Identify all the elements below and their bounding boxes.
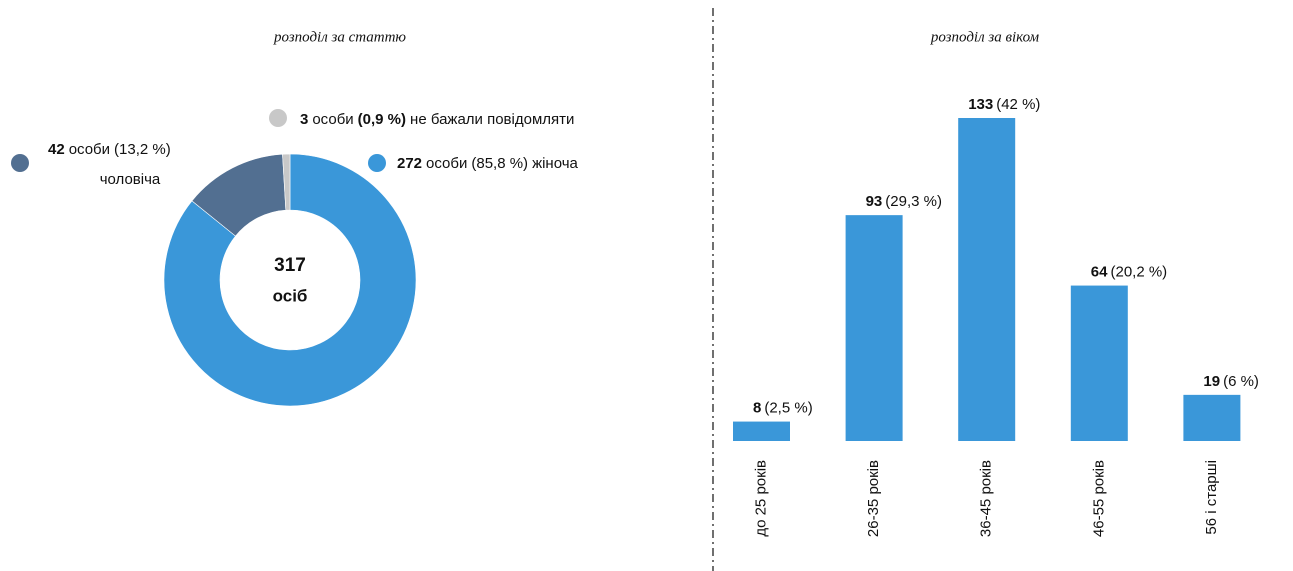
donut-slice bbox=[282, 153, 291, 211]
bar bbox=[1183, 394, 1241, 441]
legend-dot bbox=[368, 154, 386, 172]
legend-percent: (0,9 %) bbox=[358, 111, 406, 128]
bar-percent: (20,2 %) bbox=[1110, 264, 1167, 281]
legend-dot bbox=[269, 109, 287, 127]
bar bbox=[1070, 285, 1128, 441]
bar-label: 133 (42 %) bbox=[968, 96, 1040, 113]
bar-label: 8 (2,5 %) bbox=[753, 400, 813, 417]
x-tick-label: 36-45 років bbox=[978, 460, 995, 537]
x-tick-label: 46-55 років bbox=[1090, 460, 1107, 537]
legend-name: чоловіча bbox=[100, 171, 161, 188]
bar bbox=[733, 421, 790, 441]
bar-value: 133 bbox=[968, 96, 993, 113]
bar-percent: (2,5 %) bbox=[764, 400, 812, 417]
bar-value: 64 bbox=[1091, 264, 1108, 281]
chart-title: розподіл за статтю bbox=[273, 29, 406, 45]
bar bbox=[958, 118, 1016, 441]
x-tick-label: 26-35 років bbox=[865, 460, 882, 537]
donut-slice bbox=[163, 153, 417, 407]
legend-unit: особи bbox=[69, 141, 110, 158]
legend-count: 42 bbox=[48, 141, 65, 158]
bar-label: 19 (6 %) bbox=[1203, 373, 1259, 390]
legend-name: жіноча bbox=[532, 155, 578, 172]
legend-count: 3 bbox=[300, 111, 308, 128]
legend-name: не бажали повідомляти bbox=[410, 111, 574, 128]
bar-percent: (42 %) bbox=[996, 96, 1040, 113]
legend-percent: (85,8 %) bbox=[471, 155, 528, 172]
legend-percent: (13,2 %) bbox=[114, 141, 171, 158]
legend-count: 272 bbox=[397, 155, 422, 172]
center-total: 317 bbox=[274, 255, 306, 276]
legend-label: 42 особи (13,2 %) bbox=[48, 141, 171, 158]
bar-value: 19 bbox=[1203, 373, 1220, 390]
bar-label: 64 (20,2 %) bbox=[1091, 264, 1167, 281]
chart-title: розподіл за віком bbox=[930, 29, 1040, 45]
legend-unit: особи bbox=[312, 111, 353, 128]
legend-unit: особи bbox=[426, 155, 467, 172]
bar-percent: (29,3 %) bbox=[885, 193, 942, 210]
center-label: осіб bbox=[273, 286, 308, 305]
bar-percent: (6 %) bbox=[1223, 373, 1259, 390]
x-tick-label: до 25 років bbox=[752, 460, 769, 537]
bar-value: 8 bbox=[753, 400, 761, 417]
legend-label: 3 особи (0,9 %) не бажали повідомляти bbox=[300, 111, 574, 128]
legend-dot bbox=[11, 154, 29, 172]
bar-value: 93 bbox=[866, 193, 883, 210]
legend-label: 272 особи (85,8 %) жіноча bbox=[397, 155, 579, 172]
bar-label: 93 (29,3 %) bbox=[866, 193, 942, 210]
bar bbox=[845, 215, 903, 441]
x-tick-label: 56 і старші bbox=[1203, 460, 1220, 535]
